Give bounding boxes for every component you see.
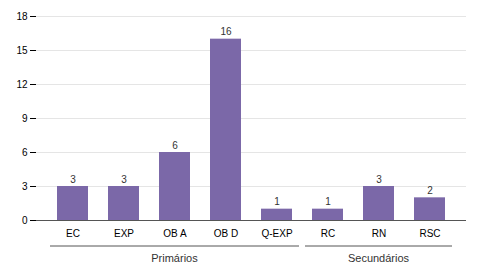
svg-text:9: 9 — [22, 113, 28, 124]
svg-text:Q-EXP: Q-EXP — [261, 228, 292, 239]
svg-text:15: 15 — [16, 45, 28, 56]
svg-text:Primários: Primários — [151, 252, 198, 264]
svg-text:EC: EC — [66, 228, 80, 239]
svg-text:16: 16 — [220, 26, 232, 37]
svg-text:18: 18 — [16, 11, 28, 22]
svg-text:RSC: RSC — [419, 228, 440, 239]
svg-text:3: 3 — [22, 181, 28, 192]
svg-text:3: 3 — [121, 174, 127, 185]
svg-text:1: 1 — [274, 196, 280, 207]
svg-text:RC: RC — [321, 228, 335, 239]
svg-text:6: 6 — [172, 140, 178, 151]
svg-text:Secundários: Secundários — [348, 252, 410, 264]
svg-text:OB D: OB D — [214, 228, 238, 239]
svg-text:1: 1 — [325, 196, 331, 207]
svg-text:6: 6 — [22, 147, 28, 158]
svg-text:2: 2 — [427, 185, 433, 196]
svg-text:0: 0 — [22, 215, 28, 226]
svg-text:3: 3 — [376, 174, 382, 185]
svg-text:12: 12 — [16, 79, 28, 90]
svg-text:OB A: OB A — [163, 228, 187, 239]
svg-text:RN: RN — [372, 228, 386, 239]
svg-text:EXP: EXP — [114, 228, 134, 239]
svg-text:3: 3 — [70, 174, 76, 185]
